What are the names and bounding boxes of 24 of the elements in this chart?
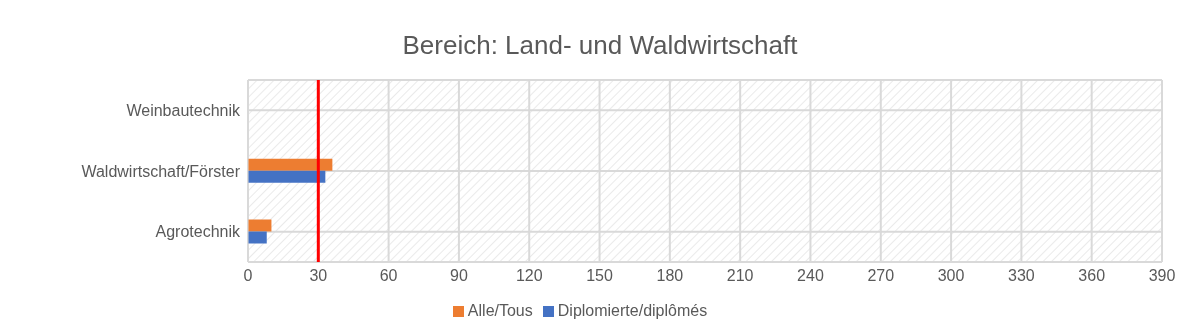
bar	[248, 170, 326, 183]
x-tick-label: 60	[379, 267, 398, 285]
x-tick-label: 330	[1008, 267, 1035, 285]
x-tick-label: 180	[656, 267, 684, 285]
legend-label: Alle/Tous	[467, 302, 533, 319]
x-tick-label: 240	[797, 267, 824, 285]
x-tick-label: 300	[937, 267, 965, 285]
y-tick-label: Weinbautechnik	[126, 102, 241, 120]
x-tick-label: 210	[726, 267, 754, 285]
chart-title: Bereich: Land- und Waldwirtschaft	[401, 29, 799, 62]
x-tick-label: 270	[867, 267, 895, 285]
bar	[248, 219, 272, 232]
x-tick-label: 90	[450, 267, 468, 285]
y-tick-label: Waldwirtschaft/Förster	[81, 162, 241, 180]
x-tick-label: 360	[1078, 267, 1106, 285]
bar	[248, 231, 267, 244]
x-tick-label: 150	[586, 267, 613, 285]
x-tick-label: 120	[515, 267, 543, 285]
x-tick-label: 390	[1148, 267, 1176, 285]
x-tick-label: 0	[243, 267, 253, 285]
bar	[248, 158, 333, 171]
x-tick-label: 30	[309, 267, 328, 285]
legend-label: Diplomierte/diplômés	[557, 302, 708, 319]
y-tick-label: Agrotechnik	[155, 223, 241, 241]
